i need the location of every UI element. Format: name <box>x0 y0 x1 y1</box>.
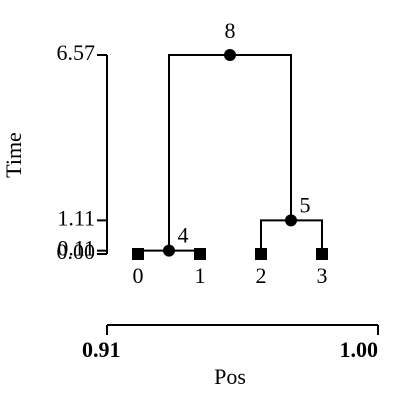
node-label: 8 <box>225 18 236 43</box>
node-label: 3 <box>317 263 328 288</box>
y-tick-label: 0.00 <box>57 239 96 264</box>
leaf-node <box>255 248 267 260</box>
y-tick-label: 1.11 <box>57 205 95 230</box>
node-label: 1 <box>195 263 206 288</box>
node-label: 5 <box>300 192 311 217</box>
node-label: 4 <box>178 223 189 248</box>
node-label: 2 <box>256 263 267 288</box>
y-tick-label: 0.11 <box>57 236 95 261</box>
internal-node <box>224 49 236 61</box>
leaf-node <box>132 248 144 260</box>
internal-node <box>163 244 175 257</box>
internal-node <box>285 214 297 227</box>
x-axis-label: Pos <box>214 364 246 389</box>
node-label: 0 <box>133 263 144 288</box>
edge <box>260 219 291 254</box>
y-tick-label: 6.57 <box>57 40 96 65</box>
x-tick-label: 1.00 <box>340 337 379 362</box>
leaf-node <box>194 248 206 260</box>
x-tick-label: 0.91 <box>82 337 121 362</box>
y-axis-label: Time <box>1 132 26 178</box>
edge <box>230 54 292 221</box>
edge <box>168 54 230 251</box>
edge <box>291 219 323 254</box>
leaf-node <box>316 248 328 260</box>
